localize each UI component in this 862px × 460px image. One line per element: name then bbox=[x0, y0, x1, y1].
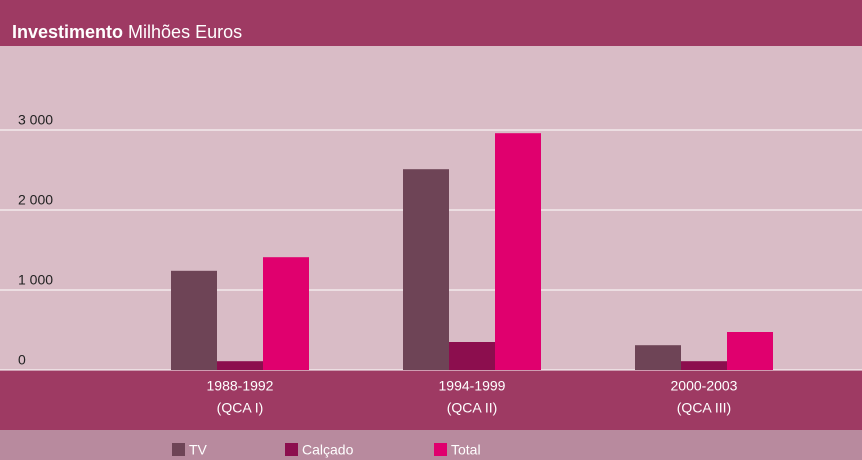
y-tick-label: 1 000 bbox=[18, 272, 53, 288]
bar bbox=[635, 345, 681, 370]
legend-label: Total bbox=[451, 442, 481, 458]
chart-title: Investimento bbox=[12, 22, 123, 42]
y-tick-label: 0 bbox=[18, 352, 26, 368]
bar bbox=[171, 270, 217, 370]
legend-swatch bbox=[172, 443, 185, 456]
x-tick-label: (QCA III) bbox=[677, 400, 731, 416]
y-tick-label: 2 000 bbox=[18, 192, 53, 208]
x-tick-label: 1994-1999 bbox=[439, 378, 506, 394]
bar bbox=[217, 361, 263, 370]
bar bbox=[727, 332, 773, 370]
x-tick-label: (QCA I) bbox=[217, 400, 264, 416]
chart-subtitle: Milhões Euros bbox=[128, 22, 242, 42]
x-tick-label: 1988-1992 bbox=[207, 378, 274, 394]
chart-title-group: Investimento Milhões Euros bbox=[12, 22, 242, 42]
title-bar bbox=[0, 0, 862, 46]
bar bbox=[449, 342, 495, 370]
x-tick-label: (QCA II) bbox=[447, 400, 498, 416]
legend-swatch bbox=[285, 443, 298, 456]
bar bbox=[403, 169, 449, 370]
legend-label: Calçado bbox=[302, 442, 354, 458]
legend-swatch bbox=[434, 443, 447, 456]
bar bbox=[681, 361, 727, 370]
bar bbox=[495, 133, 541, 370]
y-tick-label: 3 000 bbox=[18, 112, 53, 128]
category-band bbox=[0, 370, 862, 430]
legend-label: TV bbox=[189, 442, 208, 458]
bar bbox=[263, 257, 309, 370]
x-tick-label: 2000-2003 bbox=[671, 378, 738, 394]
legend-band bbox=[0, 430, 862, 460]
